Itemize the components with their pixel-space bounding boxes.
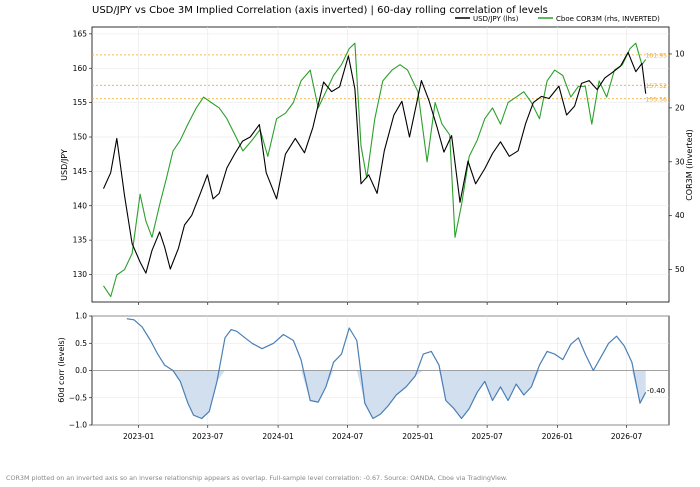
y2-tick-label: 40 [675, 211, 685, 220]
bottom-x-axis: 2023-01 2023-07 2024-01 2024-07 2025-01 2025-… [123, 425, 643, 441]
y-tick-label: 145 [73, 167, 88, 176]
bottom-ylabel: 60d corr (levels) [57, 337, 66, 403]
x-tick-label: 2025-07 [471, 432, 503, 441]
reference-line-label: 157.52 [645, 83, 667, 90]
top-panel-grid [92, 27, 669, 305]
top-right-axis: 10 20 30 40 50 [669, 49, 685, 274]
x-tick-label: 2023-07 [192, 432, 224, 441]
x-tick-label: 2026-07 [611, 432, 643, 441]
y-tick-label: 130 [73, 270, 88, 279]
reference-line-label: 155.56 [645, 96, 667, 103]
top-panel-frame [91, 26, 670, 303]
x-tick-label: 2024-01 [262, 432, 294, 441]
y-tick-label: 0.5 [75, 339, 87, 348]
y-tick-label: 165 [73, 29, 88, 38]
reference-line-label: 161.95 [645, 52, 667, 59]
legend-label-usdjpy: USD/JPY (lhs) [473, 15, 519, 23]
y-tick-label: 150 [73, 133, 88, 142]
top-panel-series [102, 42, 647, 298]
top-left-axis: 130 135 140 145 150 155 160 165 [73, 29, 92, 279]
y-tick-label: 155 [73, 98, 88, 107]
y-tick-label: −1.0 [69, 421, 87, 430]
x-tick-label: 2025-01 [402, 432, 434, 441]
y-tick-label: 135 [73, 236, 88, 245]
y-tick-label: −0.5 [69, 393, 87, 402]
y-tick-label: 0.0 [75, 366, 87, 375]
top-y2label: COR3M (inverted) [685, 129, 694, 201]
top-ylabel: USD/JPY [60, 149, 69, 181]
last-value-label: -0.40 [647, 387, 665, 395]
usdjpy-series-line [102, 51, 647, 274]
bottom-left-axis: −1.0 −0.5 0.0 0.5 1.0 [69, 312, 92, 430]
bottom-panel-series [92, 318, 669, 420]
y2-tick-label: 30 [675, 157, 685, 166]
x-tick-label: 2023-01 [123, 432, 155, 441]
y-tick-label: 140 [73, 201, 88, 210]
footnote: COR3M plotted on an inverted axis so an … [6, 474, 508, 482]
y2-tick-label: 50 [675, 265, 685, 274]
legend: USD/JPY (lhs) Cboe COR3M (rhs, INVERTED) [455, 15, 660, 23]
cor3m-series-line [103, 42, 647, 298]
rolling-correlation-line [126, 318, 647, 420]
y-tick-label: 1.0 [75, 312, 87, 321]
chart-title: USD/JPY vs Cboe 3M Implied Correlation (… [92, 5, 548, 16]
reference-lines: 161.95 157.52 155.56 [92, 52, 669, 103]
negative-correlation-fill [126, 370, 646, 419]
y-tick-label: 160 [73, 64, 88, 73]
x-tick-label: 2024-07 [332, 432, 364, 441]
x-tick-label: 2026-01 [542, 432, 574, 441]
y2-tick-label: 10 [675, 49, 685, 58]
y2-tick-label: 20 [675, 103, 685, 112]
legend-label-cor3m: Cboe COR3M (rhs, INVERTED) [556, 15, 660, 23]
